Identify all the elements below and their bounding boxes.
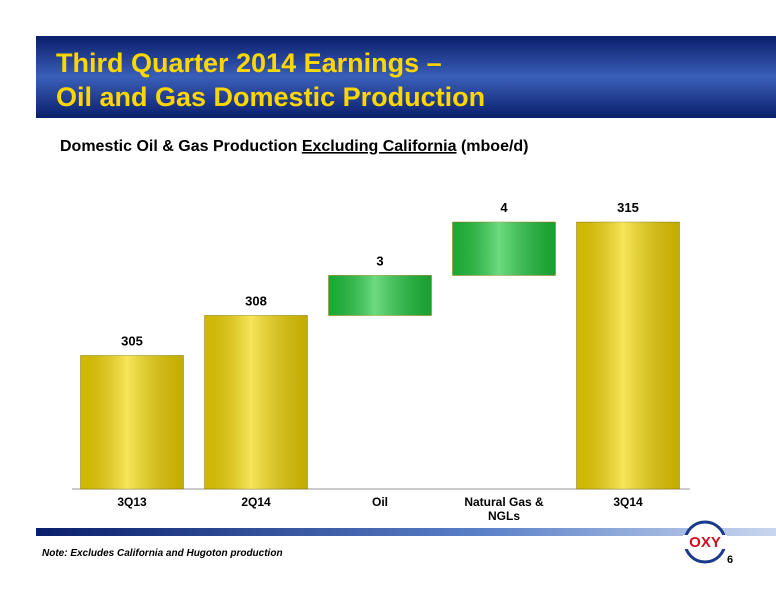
bar-shine (204, 315, 308, 489)
subtitle-part: Excluding California (302, 138, 457, 155)
logo: OXY (689, 534, 721, 551)
header-band (36, 36, 776, 118)
footer-band (36, 528, 776, 536)
value-label: 315 (617, 200, 639, 215)
logo-box (683, 535, 727, 549)
value-label: 305 (121, 334, 143, 349)
bar-shine (452, 222, 556, 276)
x-tick-label-box: 3Q13 (117, 495, 147, 509)
subtitle: Domestic Oil & Gas Production Excluding … (60, 138, 529, 155)
x-tick-label-box: 3Q14 (613, 495, 643, 509)
x-tick-label: Natural Gas & NGLs (464, 495, 544, 523)
title-line: Third Quarter 2014 Earnings – (56, 48, 442, 78)
value-label: 3 (376, 253, 383, 268)
value-label: 4 (500, 200, 508, 215)
x-tick-label-box: Oil (371, 495, 388, 509)
bar-shine (80, 355, 184, 489)
note: Note: Excludes California and Hugoton pr… (42, 548, 283, 559)
subtitle-part: Domestic Oil & Gas Production (60, 138, 302, 155)
x-tick-label-box: 2Q14 (241, 495, 271, 509)
value-label: 308 (245, 293, 267, 308)
x-tick-label: 3Q14 (613, 495, 643, 509)
page-number: 6 (727, 554, 733, 566)
title-line: Oil and Gas Domestic Production (56, 82, 485, 112)
bar-shine (576, 222, 680, 490)
x-tick-label-box: Natural Gas & NGLs (464, 495, 544, 523)
x-tick-label: 2Q14 (241, 495, 271, 509)
x-tick-label: 3Q13 (117, 495, 147, 509)
bar-shine (328, 275, 432, 316)
x-tick-label: Oil (371, 495, 388, 509)
subtitle-part: (mboe/d) (457, 138, 529, 155)
